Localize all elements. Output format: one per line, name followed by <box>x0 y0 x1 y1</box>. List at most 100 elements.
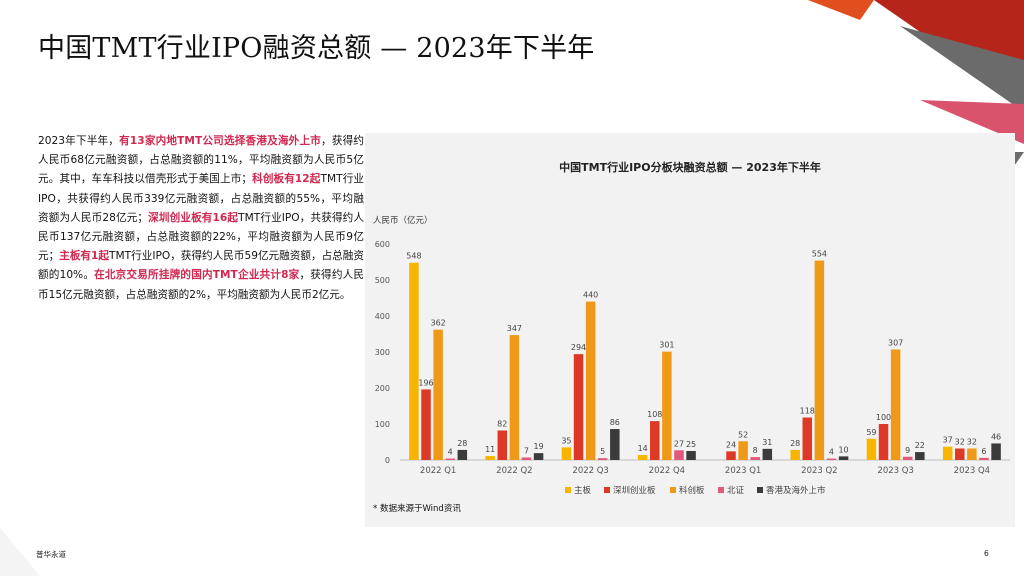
bar <box>585 301 596 460</box>
bar-value-label: 6 <box>981 447 986 456</box>
bar <box>561 447 572 460</box>
bar-value-label: 118 <box>800 407 815 416</box>
bar <box>662 351 672 460</box>
legend-swatch <box>718 487 724 493</box>
summary-text: TMT行业IPO，获得约人民币59亿元融资额，占总融资额的10%。 <box>38 250 364 282</box>
bar-value-label: 31 <box>762 438 772 447</box>
bar-value-label: 440 <box>583 291 598 300</box>
y-tick-label: 200 <box>375 384 390 393</box>
bar <box>802 417 813 460</box>
legend-swatch <box>670 487 676 493</box>
legend-label: 香港及海外上市 <box>766 485 826 496</box>
x-tick-label: 2023 Q2 <box>801 466 837 476</box>
legend-swatch <box>604 487 610 493</box>
bar <box>942 446 953 460</box>
source-note: * 数据来源于Wind资讯 <box>373 504 461 514</box>
bar-value-label: 24 <box>726 440 736 449</box>
bar <box>738 441 748 460</box>
bar-value-label: 108 <box>647 410 662 419</box>
footer-brand: 普华永道 <box>36 550 66 559</box>
chart-legend: 主板 深圳创业板 科创板 北证 香港及海外上市 <box>565 485 826 496</box>
summary-text: TMT行业IPO，共获得约人民币137亿元融资额，占总融资额的22%，平均融资额… <box>38 211 365 263</box>
bar-value-label: 7 <box>524 446 529 455</box>
y-tick-label: 400 <box>375 312 390 321</box>
legend-swatch <box>565 487 571 493</box>
bar-value-label: 59 <box>866 428 876 437</box>
bar <box>838 456 849 460</box>
summary-highlight: 深圳创业板有16起 <box>148 211 239 224</box>
decor-triangle <box>808 0 874 20</box>
x-tick-label: 2023 Q4 <box>954 466 990 476</box>
bar <box>686 451 696 460</box>
bar <box>521 457 532 460</box>
x-axis-ticks: 2022 Q1 2022 Q2 2022 Q3 2022 Q4 2023 Q1 2023 … <box>420 466 990 476</box>
bar <box>915 452 925 460</box>
bar <box>610 429 620 460</box>
bar <box>457 449 468 460</box>
summary-highlight: 有13家内地TMT公司选择香港及海外上市 <box>119 135 322 147</box>
bar <box>826 458 837 460</box>
bar <box>485 456 495 460</box>
page-title: 中国TMT行业IPO融资总额 — 2023年下半年 <box>38 33 595 64</box>
bar-value-label: 46 <box>991 432 1001 441</box>
bar-value-label: 554 <box>812 250 827 259</box>
bar <box>726 451 736 460</box>
bar-value-label: 4 <box>448 448 453 457</box>
bar-value-label: 82 <box>497 419 507 428</box>
bar-chart: 中国TMT行业IPO分板块融资总额 — 2023年下半年 人民币（亿元） 0 10… <box>373 160 1010 496</box>
bar-value-label: 22 <box>915 441 925 450</box>
bar <box>890 349 901 460</box>
bar <box>533 453 544 460</box>
bar <box>409 262 419 460</box>
bar <box>902 456 913 460</box>
bar <box>790 449 800 460</box>
y-axis-ticks: 0 100 200 300 400 500 600 <box>375 240 390 465</box>
chart-panel: 中国TMT行业IPO分板块融资总额 — 2023年下半年 人民币（亿元） 0 10… <box>365 133 1015 527</box>
bar <box>750 457 760 460</box>
bar <box>979 457 989 460</box>
legend-label: 科创板 <box>679 485 705 496</box>
bar-value-label: 294 <box>571 343 586 352</box>
bar-value-label: 32 <box>967 437 977 446</box>
bar-value-label: 27 <box>674 439 684 448</box>
y-tick-label: 500 <box>375 276 390 285</box>
bar-value-label: 35 <box>561 436 571 445</box>
bar <box>573 354 584 460</box>
summary-highlight: 在北京交易所挂牌的国内TMT企业共计8家 <box>94 269 300 282</box>
bar-value-label: 32 <box>955 437 965 446</box>
y-tick-label: 300 <box>375 348 390 357</box>
y-tick-label: 600 <box>375 240 390 249</box>
bar <box>421 389 431 460</box>
bar <box>955 448 965 460</box>
x-tick-label: 2023 Q3 <box>877 466 913 476</box>
x-tick-label: 2022 Q1 <box>420 466 456 476</box>
summary-highlight: 科创板有12起 <box>252 173 321 186</box>
bar-value-label: 10 <box>838 445 848 454</box>
bar-value-label: 25 <box>686 440 696 449</box>
bar-value-label: 5 <box>600 447 605 456</box>
bar-value-label: 196 <box>418 378 433 387</box>
bar <box>866 438 877 460</box>
decor-triangle <box>900 26 1024 112</box>
bar-value-label: 301 <box>659 341 674 350</box>
legend-label: 主板 <box>574 485 592 496</box>
bar-value-label: 28 <box>790 439 800 448</box>
bar <box>674 450 684 460</box>
bar-value-label: 548 <box>406 252 421 261</box>
bar <box>878 424 889 460</box>
bar <box>762 448 773 460</box>
summary-text: TMT行业IPO，共获得约人民币339亿元融资额，占总融资额的55%，平均融资额… <box>38 173 364 224</box>
bar-value-label: 9 <box>905 446 910 455</box>
summary-text: ，获得约人民币15亿元融资额，占总融资额的2%，平均融资额为人民币2亿元。 <box>38 269 365 301</box>
decor-triangle <box>0 528 40 576</box>
summary-highlight: 主板有1起 <box>59 250 110 263</box>
bar-value-label: 19 <box>533 442 543 451</box>
summary-text: 2023年下半年， <box>38 135 120 147</box>
bar <box>967 448 977 460</box>
bar-value-label: 362 <box>430 319 445 328</box>
legend-label: 深圳创业板 <box>613 485 656 496</box>
page-number: 6 <box>984 549 989 558</box>
bar-value-label: 11 <box>485 445 495 454</box>
bar <box>814 260 825 460</box>
